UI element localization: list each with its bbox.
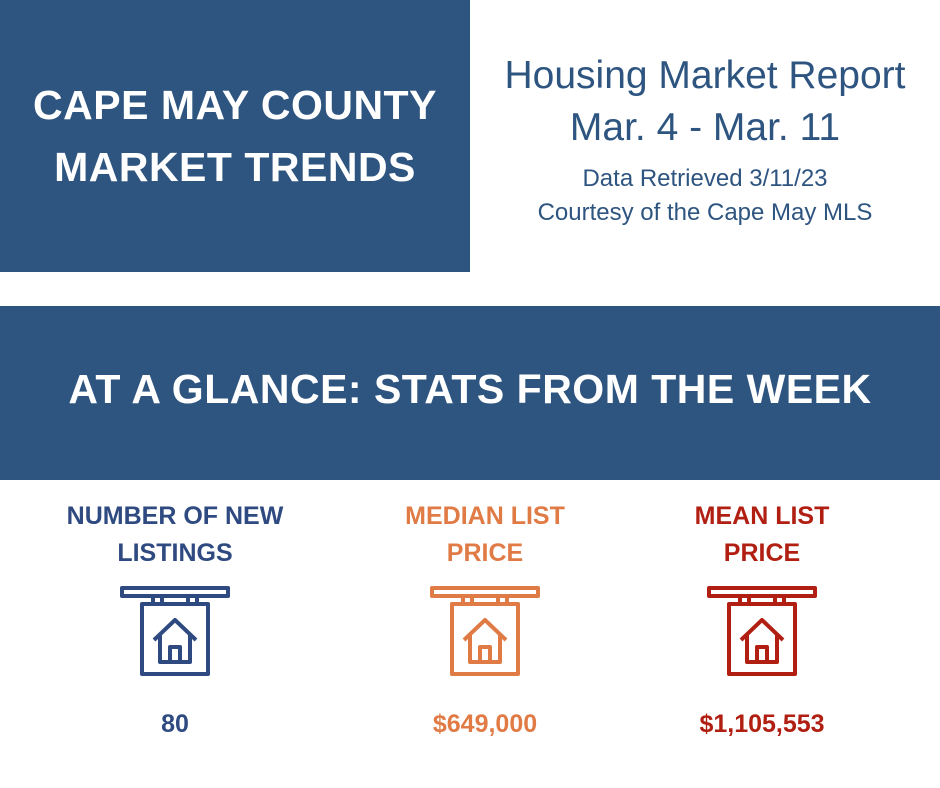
stat-label-line-2: PRICE [446,539,524,567]
title-line-1: CAPE MAY COUNTY [33,82,437,128]
report-retrieved: Data Retrieved 3/11/23 [582,165,828,192]
stat-label-line-1: NUMBER OF NEW [66,502,284,530]
stat-label: MEAN LIST PRICE [632,498,892,578]
report-info: Housing Market Report Mar. 4 - Mar. 11 D… [470,50,940,230]
stat-label-line-1: MEAN LIST [694,502,830,530]
house-sign-icon [707,586,817,676]
stats-banner: AT A GLANCE: STATS FROM THE WEEK [0,306,940,480]
report-title: Housing Market Report [504,54,906,97]
title-line-2: MARKET TRENDS [54,144,416,190]
stat-median-price: MEDIAN LIST PRICE $649,000 [355,498,615,739]
stat-mean-price: MEAN LIST PRICE $1,105,553 [632,498,892,739]
report-courtesy: Courtesy of the Cape May MLS [537,199,873,226]
stat-value: $649,000 [432,710,538,738]
stat-label-line-2: LISTINGS [117,539,233,567]
stat-label: NUMBER OF NEW LISTINGS [45,498,305,578]
stat-new-listings: NUMBER OF NEW LISTINGS 80 [45,498,305,739]
stat-label-line-2: PRICE [723,539,801,567]
report-dates: Mar. 4 - Mar. 11 [569,106,841,149]
stat-label-line-1: MEDIAN LIST [405,502,565,530]
banner-text: AT A GLANCE: STATS FROM THE WEEK [68,365,872,412]
house-sign-icon [120,586,230,676]
house-sign-icon [430,586,540,676]
title-box: CAPE MAY COUNTY MARKET TRENDS [0,0,470,272]
stat-value: 80 [161,710,189,738]
stat-value: $1,105,553 [699,710,825,738]
stat-label: MEDIAN LIST PRICE [355,498,615,578]
